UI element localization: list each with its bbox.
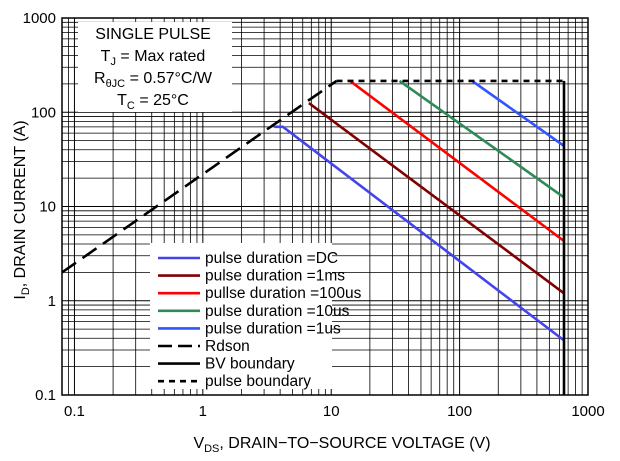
x-tick-labels: 0.1 1 10 100 1000 [64,403,605,420]
legend-label: Rdson [205,338,250,355]
series-line-pulse-duration-1us [471,79,565,147]
series-line-pulse-duration-1ms [308,102,565,295]
y-tick-label: 10 [39,199,56,216]
x-tick-label: 1 [199,403,207,420]
series-line-pulse-duration-dc [274,125,565,342]
annotation-line-3: RθJC = 0.57°C/W [94,70,213,90]
legend-label: pulse duration =10us [205,303,350,320]
legend-label: pulse duration =1us [205,320,341,337]
annotation-box [78,22,232,112]
legend-label: pulse boundary [205,373,311,390]
x-tick-label: 0.1 [64,403,85,420]
legend-label: pulse duration =1ms [205,268,345,285]
legend-label: pullse duration =100us [205,285,362,302]
y-axis-label: ID, DRAIN CURRENT (A) [12,120,32,299]
series-layer [61,79,566,395]
y-tick-label: 1000 [23,10,56,27]
x-axis-label: VDS, DRAIN−TO−SOURCE VOLTAGE (V) [193,435,490,455]
annotation-line-1: SINGLE PULSE [95,26,211,43]
plot-frame [61,17,589,396]
x-tick-label: 10 [323,403,340,420]
conditions-annotation: SINGLE PULSE TJ = Max rated RθJC = 0.57°… [78,22,232,112]
series-line-rdson [61,79,338,274]
y-tick-label: 100 [31,104,56,121]
y-tick-labels: 0.1 1 10 100 1000 [23,10,56,404]
x-tick-label: 1000 [571,403,604,420]
legend-label: pulse duration =DC [205,250,338,267]
y-tick-label: 0.1 [35,387,56,404]
x-tick-label: 100 [447,403,472,420]
series-line-pulse-duration-10us [398,79,565,199]
legend-label: BV boundary [205,356,295,373]
series-line-pullse-duration-100us [349,79,565,243]
annotation-line-4: TC = 25°C [117,92,189,112]
y-tick-label: 1 [48,293,56,310]
annotation-line-2: TJ = Max rated [101,48,206,68]
